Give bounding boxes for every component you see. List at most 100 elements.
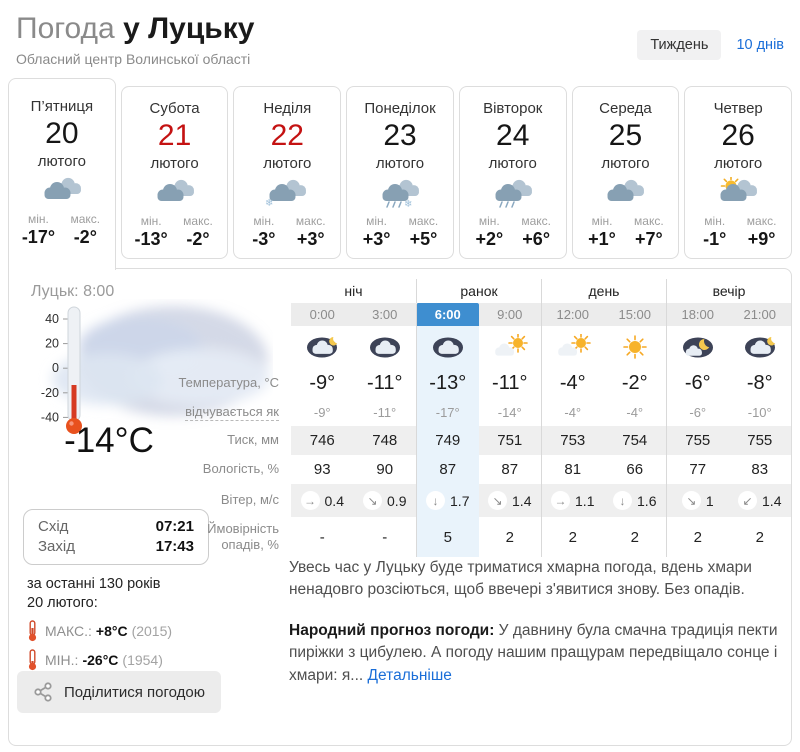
min-max-block: мін. макс. -13° -2° — [122, 214, 228, 250]
max-label: макс. — [295, 214, 326, 228]
clouds-sleet-icon: ❄ — [347, 177, 453, 210]
precip-value-3: 5 — [416, 517, 479, 557]
day-month: лютого — [601, 155, 650, 172]
sunrise-sunset-box: Схід 07:21 Захід 17:43 — [23, 509, 209, 565]
min-max-block: мін. макс. +1° +7° — [573, 214, 679, 250]
day-cards-row: П’ятниця 20 лютого мін. макс. -17° -2° Субота 21… — [0, 78, 800, 270]
max-temp: +6° — [522, 229, 551, 249]
max-temp: -2° — [73, 227, 97, 247]
svg-text:❄: ❄ — [265, 198, 273, 209]
day-name: Вівторок — [483, 100, 543, 117]
section-header-4: вечір — [666, 279, 791, 303]
record-min-value: -26°C — [82, 652, 119, 668]
day-card-20[interactable]: П’ятниця 20 лютого мін. макс. -17° -2° — [8, 78, 116, 270]
clouds-icon — [573, 177, 679, 210]
table-corner — [159, 279, 291, 303]
feels-value-7: -6° — [666, 399, 729, 426]
day-card-23[interactable]: Понеділок 23 лютого ❄ мін. макс. +3° +5° — [346, 86, 454, 259]
time-cell-6:00[interactable]: 6:00 — [416, 303, 479, 326]
min-max-block: мін. макс. +2° +6° — [460, 214, 566, 250]
feels-value-3: -17° — [416, 399, 479, 426]
page-header: Погода у Луцьку Обласний центр Волинсько… — [0, 0, 800, 78]
icons-row-label — [159, 326, 291, 368]
svg-text:40: 40 — [45, 312, 59, 326]
wind-value-3: ↓ 1.7 — [416, 484, 479, 517]
share-weather-button[interactable]: Поділитися погодою — [17, 671, 222, 713]
time-cell-0:00[interactable]: 0:00 — [291, 303, 354, 326]
svg-text:0: 0 — [52, 361, 59, 375]
folk-forecast-text: У давнину була смачна традиція пекти пир… — [289, 621, 778, 684]
share-button-label: Поділитися погодою — [64, 683, 206, 701]
min-label: мін. — [366, 214, 388, 228]
day-month: лютого — [150, 155, 199, 172]
sun-icon — [604, 326, 667, 368]
city-time-label: Луцьк: 8:00 — [31, 283, 115, 300]
time-cell-18:00[interactable]: 18:00 — [666, 303, 729, 326]
temp-value-5: -4° — [541, 368, 604, 399]
record-max-row: МАКС.: +8°C (2015) — [27, 620, 172, 642]
thermometer-max-icon — [28, 620, 37, 642]
night-cloud-icon — [354, 326, 417, 368]
hum-value-7: 77 — [666, 455, 729, 484]
read-more-link[interactable]: Детальніше — [367, 666, 452, 684]
day-month: лютого — [488, 155, 537, 172]
times-row-label — [159, 303, 291, 326]
svg-text:-20: -20 — [41, 386, 59, 400]
record-min-year: (1954) — [122, 652, 163, 668]
tab-10-days[interactable]: 10 днів — [736, 37, 784, 53]
time-cell-9:00[interactable]: 9:00 — [478, 303, 541, 326]
time-cell-3:00[interactable]: 3:00 — [353, 303, 416, 326]
feels-value-8: -10° — [747, 405, 772, 420]
day-name: Середа — [599, 100, 652, 117]
clouds-rain-icon — [460, 177, 566, 210]
precip-value-7: 2 — [666, 517, 729, 557]
day-date: 24 — [496, 119, 530, 152]
day-card-24[interactable]: Вівторок 24 лютого мін. макс. +2° +6° — [458, 86, 567, 259]
row-label-feels[interactable]: відчувається як — [159, 399, 291, 426]
cloud-sun-icon — [479, 326, 542, 368]
min-label: мін. — [591, 214, 613, 228]
record-max-label: МАКС.: — [45, 623, 92, 639]
max-temp: +9° — [747, 229, 776, 249]
max-label: макс. — [521, 214, 551, 228]
min-temp: -1° — [703, 229, 727, 249]
precip-value-4: 2 — [505, 528, 514, 546]
day-card-26[interactable]: Четвер 26 лютого мін. макс. -1° +9° — [684, 86, 793, 259]
wind-value-6: ↓ 1.6 — [603, 484, 666, 517]
min-label: мін. — [704, 214, 726, 228]
forecast-panel: Луцьк: 8:00 40 20 0 -20 -40 -14°C Схід 07:21… — [8, 268, 792, 746]
day-card-25[interactable]: Середа 25 лютого мін. макс. +1° +7° — [571, 86, 680, 259]
max-label: макс. — [408, 214, 439, 228]
clouds-icon — [122, 177, 228, 210]
hum-value-6: 66 — [626, 461, 644, 478]
clouds-snow-icon: ❄ — [234, 177, 340, 210]
day-date: 20 — [45, 117, 79, 150]
sunrise-label: Схід — [38, 518, 69, 535]
tab-week[interactable]: Тиждень — [637, 30, 722, 60]
page-title-city: у Луцьку — [123, 12, 255, 45]
time-cell-21:00[interactable]: 21:00 — [728, 303, 791, 326]
time-cell-15:00[interactable]: 15:00 — [603, 303, 666, 326]
hum-value-5: 81 — [541, 455, 604, 484]
press-value-7: 755 — [666, 426, 729, 455]
thermometer-min-icon — [28, 649, 37, 671]
max-temp: +3° — [296, 229, 325, 249]
cloud-sun-icon — [541, 326, 604, 368]
day-card-22[interactable]: Неділя 22 лютого ❄ мін. макс. -3° +3° — [233, 86, 342, 259]
sunset-row: Захід 17:43 — [38, 537, 194, 557]
time-cell-12:00[interactable]: 12:00 — [541, 303, 604, 326]
wind-value-5: → 1.1 — [541, 484, 604, 517]
svg-text:20: 20 — [45, 337, 59, 351]
hum-value-2: 90 — [376, 461, 394, 478]
min-temp: +1° — [588, 229, 616, 249]
min-temp: +2° — [475, 229, 504, 249]
min-label: мін. — [27, 212, 49, 226]
day-name: Неділя — [263, 100, 312, 117]
clouds-icon — [9, 175, 115, 208]
row-label-hum: Вологість, % — [202, 461, 279, 477]
day-name: Субота — [149, 100, 200, 117]
temp-value-8: -8° — [746, 372, 773, 394]
day-card-21[interactable]: Субота 21 лютого мін. макс. -13° -2° — [120, 86, 229, 259]
sunset-time: 17:43 — [155, 538, 194, 555]
night-cloud-moon-icon — [729, 326, 792, 368]
